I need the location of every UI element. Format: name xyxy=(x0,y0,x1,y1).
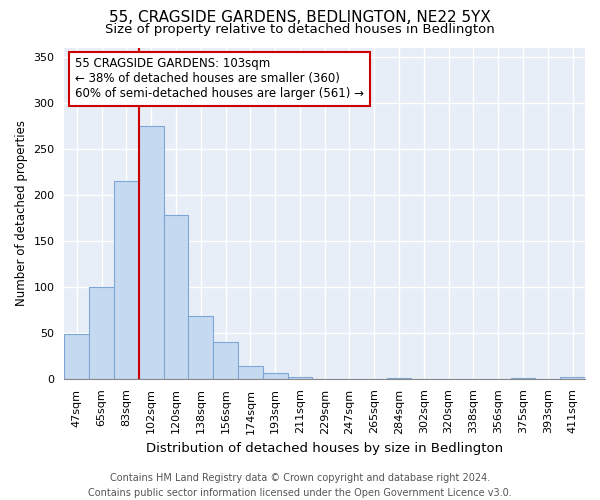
Bar xyxy=(188,316,213,379)
Bar xyxy=(263,374,287,379)
Bar xyxy=(139,126,164,379)
Bar xyxy=(386,378,412,379)
Text: Contains HM Land Registry data © Crown copyright and database right 2024.
Contai: Contains HM Land Registry data © Crown c… xyxy=(88,472,512,498)
X-axis label: Distribution of detached houses by size in Bedlington: Distribution of detached houses by size … xyxy=(146,442,503,455)
Bar xyxy=(213,342,238,379)
Bar xyxy=(560,377,585,379)
Text: 55, CRAGSIDE GARDENS, BEDLINGTON, NE22 5YX: 55, CRAGSIDE GARDENS, BEDLINGTON, NE22 5… xyxy=(109,10,491,25)
Y-axis label: Number of detached properties: Number of detached properties xyxy=(15,120,28,306)
Bar xyxy=(114,181,139,379)
Bar xyxy=(164,215,188,379)
Bar xyxy=(238,366,263,379)
Bar xyxy=(64,334,89,379)
Bar xyxy=(511,378,535,379)
Text: 55 CRAGSIDE GARDENS: 103sqm
← 38% of detached houses are smaller (360)
60% of se: 55 CRAGSIDE GARDENS: 103sqm ← 38% of det… xyxy=(75,58,364,100)
Text: Size of property relative to detached houses in Bedlington: Size of property relative to detached ho… xyxy=(105,22,495,36)
Bar xyxy=(89,287,114,379)
Bar xyxy=(287,377,313,379)
